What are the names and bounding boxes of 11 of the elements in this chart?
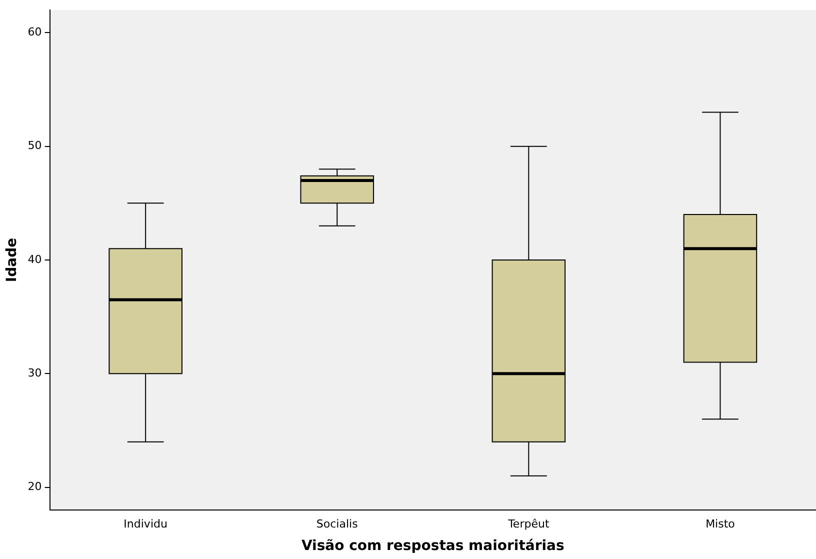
y-tick-label: 50: [28, 139, 42, 152]
y-tick-label: 40: [28, 252, 42, 266]
y-tick-label: 20: [28, 480, 42, 494]
x-tick-label: Terpêut: [507, 517, 550, 530]
x-tick-label: Misto: [706, 517, 736, 530]
x-tick-label: Socialis: [316, 517, 358, 530]
y-tick-label: 60: [28, 26, 42, 39]
x-tick-label: Individu: [124, 517, 168, 530]
x-axis-title: Visão com respostas maioritárias: [301, 538, 564, 554]
y-tick-label: 30: [28, 366, 42, 380]
y-axis-title: Idade: [4, 238, 20, 282]
